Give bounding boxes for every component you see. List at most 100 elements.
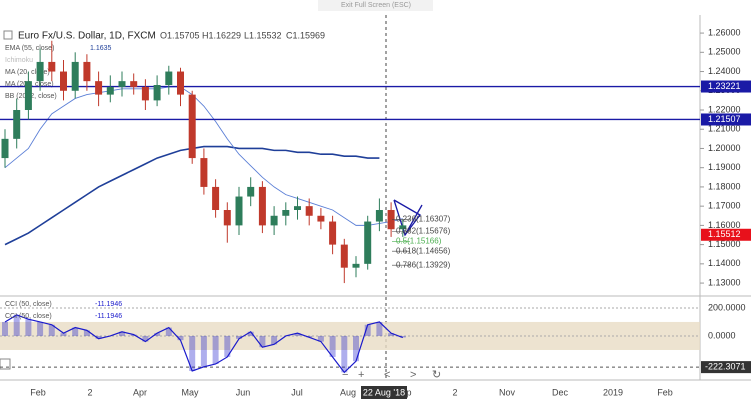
osc-legend-name: CCI (50, close) [5, 301, 52, 308]
candle-body [83, 61, 91, 82]
nav-buttons: − + < > ↻ [342, 369, 441, 381]
moving-average [4, 86, 403, 226]
x-tick-label: Feb [657, 387, 673, 397]
x-tick-label: Nov [499, 387, 516, 397]
ohlc-readout: C1.15969 [286, 30, 325, 40]
scroll-right[interactable]: > [410, 369, 416, 381]
pane-button[interactable] [0, 358, 11, 370]
ohlc-readout: L1.15532 [244, 30, 282, 40]
y-tick-label: 1.16000 [708, 220, 741, 230]
indicator-name: MA (20, close) [5, 69, 50, 76]
candle-body [71, 61, 79, 91]
candle-body [141, 86, 149, 101]
osc-legend-name: CCI (50, close) [5, 313, 52, 320]
x-tick-label: Dec [552, 387, 569, 397]
candle-body [1, 138, 9, 159]
y-tick-label: 1.13000 [708, 277, 741, 287]
indicator-name: Ichimoku [5, 57, 33, 64]
last-price-box [701, 228, 751, 241]
candle-body [130, 81, 138, 87]
ohlc-readout: O1.15705 [160, 30, 200, 40]
candle-body [294, 206, 301, 210]
x-tick-label: 2019 [603, 387, 623, 397]
x-tick-label: Apr [133, 387, 147, 397]
osc-line [4, 314, 404, 374]
y-tick-label: 1.26000 [708, 27, 741, 37]
last-price-label: 1.15512 [708, 229, 741, 239]
ohlc-readout: H1.16229 [202, 30, 241, 40]
scroll-left[interactable]: < [384, 369, 390, 381]
indicator-value: 1.1635 [90, 45, 112, 52]
x-tick-label: Jul [291, 387, 303, 397]
crosshair-date-box [361, 386, 407, 399]
fib-label: 0.5(1.15166) [396, 237, 442, 246]
candle-body [375, 210, 383, 222]
indicator-name: EMA (55, close) [5, 45, 54, 52]
fullscreen-hint-box[interactable] [318, 0, 433, 11]
osc-level-label: -222.3071 [705, 361, 746, 371]
candle-body [317, 215, 325, 222]
candle-body [200, 158, 208, 187]
candle-body [305, 206, 313, 216]
osc-tick-label: 200.0000 [708, 302, 746, 312]
y-tick-label: 1.17000 [708, 201, 741, 211]
y-tick-label: 1.19000 [708, 162, 741, 172]
fullscreen-hint[interactable]: Exit Full Screen (ESC) [341, 2, 411, 9]
fib-label: 0.382(1.15676) [396, 227, 451, 236]
candle-body [165, 71, 173, 85]
osc-level-box [701, 361, 751, 374]
candle-body [36, 61, 44, 82]
x-tick-label: p [406, 387, 411, 397]
candle-body [95, 81, 103, 95]
collapse-button[interactable] [3, 30, 13, 40]
y-tick-label: 1.21000 [708, 124, 741, 134]
y-tick-label: 1.22000 [708, 104, 741, 114]
level-label: 1.21507 [708, 114, 741, 124]
triangle-drawing [393, 199, 421, 237]
candle-body [364, 221, 372, 264]
candle-body [177, 71, 184, 95]
y-tick-label: 1.14000 [708, 258, 741, 268]
fib-label: 0.618(1.14656) [396, 246, 451, 255]
candle-body [188, 94, 196, 159]
candle-body [329, 221, 337, 245]
candle-body [387, 210, 395, 230]
y-tick-label: 1.24000 [708, 66, 741, 76]
candle-body [60, 71, 67, 91]
candle-body [282, 210, 290, 216]
x-tick-label: Jun [236, 387, 251, 397]
y-tick-label: 1.25000 [708, 47, 741, 57]
candle-body [153, 85, 161, 101]
y-tick-label: 1.15000 [708, 239, 741, 249]
candle-body [270, 215, 278, 226]
y-tick-label: 1.18000 [708, 181, 741, 191]
level-label: 1.23221 [708, 81, 741, 91]
candle-body [13, 110, 21, 139]
osc-legend-value: -11.1946 [95, 313, 122, 320]
level-label-box [701, 113, 751, 126]
candle-body [223, 210, 231, 226]
candle-body [118, 81, 126, 87]
level-label-box [701, 80, 751, 93]
candle-body [48, 61, 56, 72]
x-tick-label: 22 Aug '18 [363, 387, 405, 397]
osc-legend-value: -11.1946 [95, 301, 122, 308]
candle-body [340, 244, 348, 268]
candle-body [247, 186, 255, 197]
candle-body [352, 263, 360, 268]
osc-tick-label: 0.0000 [708, 330, 736, 340]
fib-label: 0.786(1.13929) [396, 260, 451, 269]
chart-title: Euro Fx/U.S. Dollar, 1D, FXCM [18, 31, 156, 42]
candle-body [106, 86, 114, 95]
candle-body [235, 196, 243, 226]
candle-body [399, 225, 407, 230]
x-tick-label: Feb [30, 387, 46, 397]
reset[interactable]: ↻ [432, 369, 441, 381]
zoom-out[interactable]: − [342, 369, 348, 381]
x-tick-label: 2 [452, 387, 457, 397]
y-tick-label: 1.20000 [708, 143, 741, 153]
zoom-in[interactable]: + [358, 369, 364, 381]
candle-body [212, 186, 220, 210]
triangle-drawing [404, 204, 423, 236]
